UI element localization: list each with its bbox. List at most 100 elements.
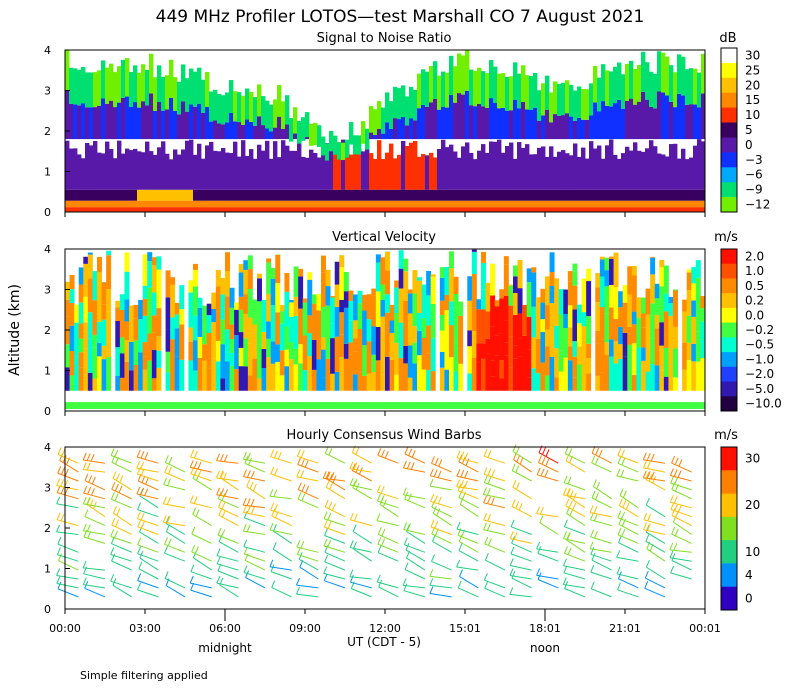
wind-barb — [244, 462, 266, 473]
velocity-cell — [325, 305, 331, 325]
velocity-cell — [147, 312, 153, 334]
snr-cell — [461, 94, 466, 140]
wind-barb — [111, 461, 132, 473]
velocity-cell — [604, 257, 610, 271]
wind-barb — [511, 506, 532, 518]
velocity-cell — [513, 293, 518, 315]
wind-barb-flag — [56, 568, 61, 576]
velocity-cell — [353, 402, 358, 409]
wind-barb — [57, 554, 79, 562]
wind-barb-flag — [402, 578, 407, 586]
wind-barb-flag — [384, 451, 389, 459]
velocity-cell — [165, 329, 171, 352]
snr-cell — [237, 207, 242, 212]
snr-cell — [153, 110, 158, 140]
wind-barb-flag — [243, 565, 248, 573]
wind-barb — [57, 492, 79, 500]
snr-cell — [261, 200, 266, 208]
snr-cell — [577, 86, 582, 118]
snr-cell — [117, 189, 122, 201]
velocity-cell — [609, 339, 614, 357]
wind-barb-flag — [243, 469, 247, 477]
snr-cell — [669, 207, 674, 212]
wind-barb — [190, 589, 212, 598]
velocity-cell — [83, 402, 89, 409]
y-tick-label: 4 — [44, 44, 51, 57]
snr-cell — [213, 200, 218, 208]
wind-barb — [350, 547, 372, 553]
velocity-cell — [385, 356, 390, 391]
wind-barb-flag — [436, 508, 441, 516]
snr-cell — [193, 154, 198, 190]
wind-barb-flag — [92, 501, 97, 509]
velocity-cell — [147, 360, 153, 391]
velocity-cell — [430, 402, 436, 409]
velocity-cell — [375, 262, 381, 292]
snr-cell — [633, 68, 638, 105]
velocity-cell — [499, 333, 505, 361]
velocity-cell — [179, 285, 185, 310]
wind-barb-flag — [164, 546, 168, 554]
snr-cell — [185, 200, 190, 208]
snr-cell — [553, 200, 558, 208]
snr-cell — [573, 207, 578, 212]
wind-barb-flag — [296, 586, 300, 595]
snr-cell — [313, 200, 318, 208]
velocity-cell — [417, 402, 422, 409]
wind-barb-flag — [377, 527, 382, 535]
velocity-cell — [668, 315, 674, 349]
velocity-cell — [321, 255, 326, 273]
snr-cell — [685, 200, 690, 208]
snr-cell — [461, 189, 466, 201]
wind-barb — [669, 549, 692, 553]
velocity-cell — [270, 305, 276, 342]
snr-cell — [273, 127, 278, 140]
snr-cell — [557, 200, 562, 208]
wind-barb-flag — [482, 487, 487, 495]
snr-cell — [297, 139, 302, 190]
snr-cell — [537, 90, 542, 121]
wind-barb-flag — [137, 573, 142, 581]
wind-barb — [273, 530, 292, 544]
velocity-cell — [316, 310, 322, 338]
wind-barb-flag — [355, 447, 360, 455]
velocity-cell — [453, 294, 459, 308]
snr-cell — [521, 200, 526, 208]
snr-cell — [433, 157, 438, 190]
wind-barb-flag — [593, 506, 598, 514]
snr-cell — [149, 189, 154, 201]
velocity-units: m/s — [714, 230, 738, 245]
wind-barb-flag — [195, 509, 200, 517]
x-tick-label: 15:01 — [449, 622, 481, 635]
snr-cell — [81, 189, 86, 201]
snr-cell — [549, 200, 554, 208]
snr-cell — [445, 72, 450, 108]
wind-barb-flag — [677, 470, 682, 478]
velocity-cell — [622, 285, 628, 303]
snr-cell — [277, 84, 282, 117]
snr-cell — [381, 107, 386, 134]
snr-cell — [581, 207, 586, 212]
wind-barb — [617, 589, 639, 598]
velocity-cell — [439, 351, 445, 368]
wind-barb-flag — [618, 498, 623, 506]
colorbar-label: −0.5 — [745, 338, 774, 352]
snr-cell — [617, 99, 622, 140]
wind-barb-flag — [429, 578, 434, 586]
snr-cell — [249, 207, 254, 212]
snr-cell — [597, 111, 602, 140]
snr-cell — [213, 189, 218, 201]
wind-barb-flag — [510, 546, 515, 555]
snr-cell — [497, 189, 502, 201]
wind-barb-flag — [544, 469, 549, 478]
colorbar-label: 20 — [745, 498, 760, 512]
velocity-cell — [316, 402, 322, 409]
velocity-cell — [471, 402, 477, 409]
wind-barb — [83, 469, 106, 473]
velocity-cell — [316, 337, 322, 360]
wind-barb — [591, 462, 612, 473]
snr-cell — [405, 207, 410, 212]
snr-cell — [469, 69, 474, 106]
wind-barb-flag — [563, 565, 568, 573]
velocity-cell — [129, 402, 134, 409]
